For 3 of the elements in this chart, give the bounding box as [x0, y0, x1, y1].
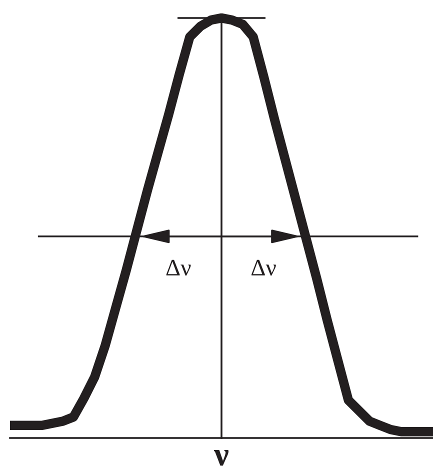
annotation: Δν: [166, 260, 191, 276]
x-axis-title: ν: [214, 450, 229, 466]
annotation: Δν: [251, 260, 276, 276]
